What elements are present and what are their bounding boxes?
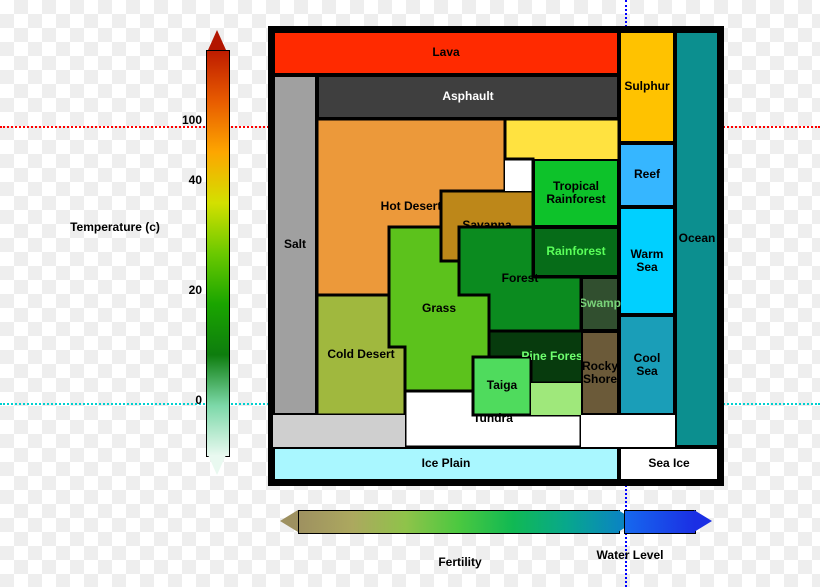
biome-lava: Lava [273, 31, 619, 75]
biome-salt: Salt [273, 75, 317, 415]
temperature-tick: 100 [166, 113, 202, 127]
biome-salt-bottom [273, 415, 405, 447]
biome-chart: LavaSulphurOceanAsphaultSaltHot DesertBe… [268, 26, 724, 486]
fertility-gradient [298, 510, 620, 534]
temperature-axis-label: Temperature (c) [70, 220, 160, 234]
biome-ocean: Ocean [675, 31, 719, 447]
temperature-arrow-down-icon [208, 455, 226, 475]
water-arrow-right-icon [694, 510, 712, 532]
temperature-arrow-up-icon [208, 30, 226, 50]
temperature-tick: 20 [166, 283, 202, 297]
biome-reef: Reef [619, 143, 675, 207]
biome-warm-sea: Warm Sea [619, 207, 675, 315]
biome-tropical-rainforest: Tropical Rainforest [533, 159, 619, 227]
fertility-arrow-left-icon [280, 510, 298, 532]
temperature-gradient [206, 50, 230, 457]
biome-taiga-strip [531, 383, 581, 415]
temperature-tick: 0 [166, 393, 202, 407]
water-gradient [624, 510, 696, 534]
biome-sea-ice: Sea Ice [619, 447, 719, 481]
biome-asphault: Asphault [317, 75, 619, 119]
biome-swamp: Swamp [581, 277, 619, 331]
temperature-tick: 40 [166, 173, 202, 187]
fertility-axis-label: Fertility [410, 555, 510, 569]
stage: Temperature (c) 100 40 20 0 LavaSulphurOcea… [0, 0, 820, 587]
biome-sulphur: Sulphur [619, 31, 675, 143]
biome-cool-sea: Cool Sea [619, 315, 675, 415]
water-axis-label: Water Level [595, 548, 665, 562]
biome-rocky-shore: Rocky Shore [581, 331, 619, 415]
biome-ice-plain: Ice Plain [273, 447, 619, 481]
